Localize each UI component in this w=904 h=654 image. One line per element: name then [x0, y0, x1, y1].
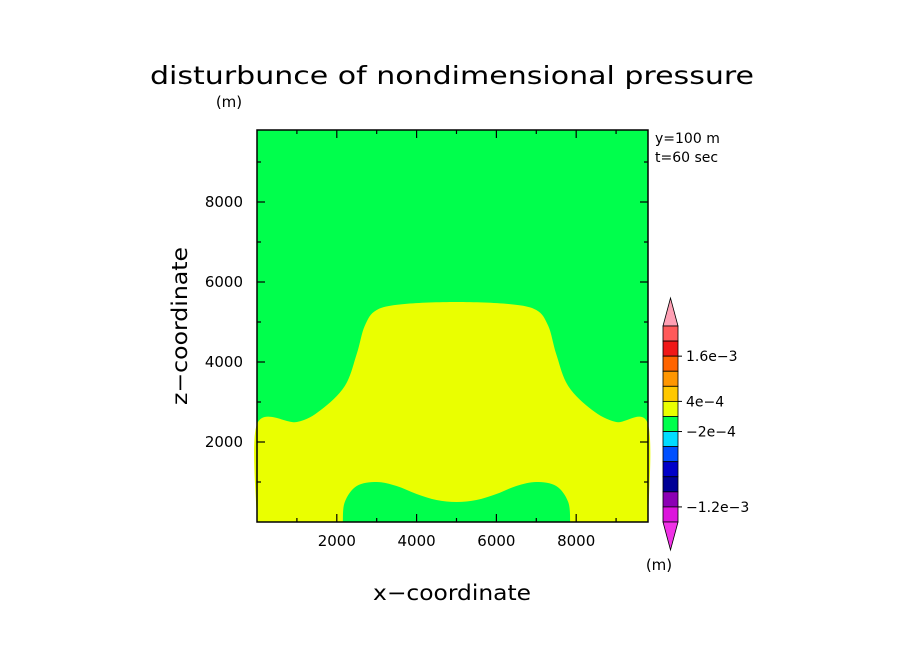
x-tick-label: 4000	[397, 532, 435, 550]
unit-label: (m)	[216, 93, 242, 111]
colorbar-level	[662, 370, 679, 387]
colorbar-label: 1.6e−3	[686, 349, 738, 365]
y-tick-label: 2000	[205, 433, 243, 451]
colorbar-label: −1.2e−3	[686, 500, 749, 516]
colorbar-level	[662, 340, 679, 357]
colorbar: 1.6e−3 4e−4 −2e−4 −1.2e−3	[662, 296, 749, 552]
plot-area: 2000 4000 6000 8000 2000 4000 6000 8000	[205, 129, 651, 550]
colorbar-unit-label: (m)	[646, 556, 672, 574]
positive-anomaly-region	[254, 302, 651, 522]
y-tick-label: 6000	[205, 273, 243, 291]
colorbar-level	[662, 491, 679, 508]
y-axis-label: z−coordinate	[168, 247, 192, 405]
colorbar-level	[662, 446, 679, 463]
colorbar-level	[662, 461, 679, 478]
colorbar-level	[662, 355, 679, 372]
annotation-y-position: y=100 m	[655, 131, 720, 147]
colorbar-label: 4e−4	[686, 394, 724, 410]
x-axis-label: x−coordinate	[373, 581, 531, 605]
y-tick-label: 4000	[205, 353, 243, 371]
plot-frame	[256, 129, 649, 523]
x-tick-label: 2000	[318, 532, 356, 550]
colorbar-level	[662, 521, 679, 552]
colorbar-level	[662, 476, 679, 493]
colorbar-label: −2e−4	[686, 425, 736, 441]
near-zero-core-region	[342, 482, 571, 522]
x-tick-label: 6000	[477, 532, 515, 550]
colorbar-level	[662, 416, 679, 432]
colorbar-level	[662, 325, 679, 342]
colorbar-level	[662, 431, 679, 448]
colorbar-level	[662, 400, 679, 417]
y-tick-label: 8000	[205, 193, 243, 211]
x-tick-label: 8000	[557, 532, 595, 550]
colorbar-level	[662, 506, 679, 523]
colorbar-level	[662, 385, 679, 402]
axis-ticks: 2000 4000 6000 8000 2000 4000 6000 8000	[205, 130, 648, 550]
chart-title: disturbunce of nondimensional pressure	[150, 61, 754, 90]
annotation-time: t=60 sec	[655, 150, 718, 166]
colorbar-level	[662, 296, 679, 327]
